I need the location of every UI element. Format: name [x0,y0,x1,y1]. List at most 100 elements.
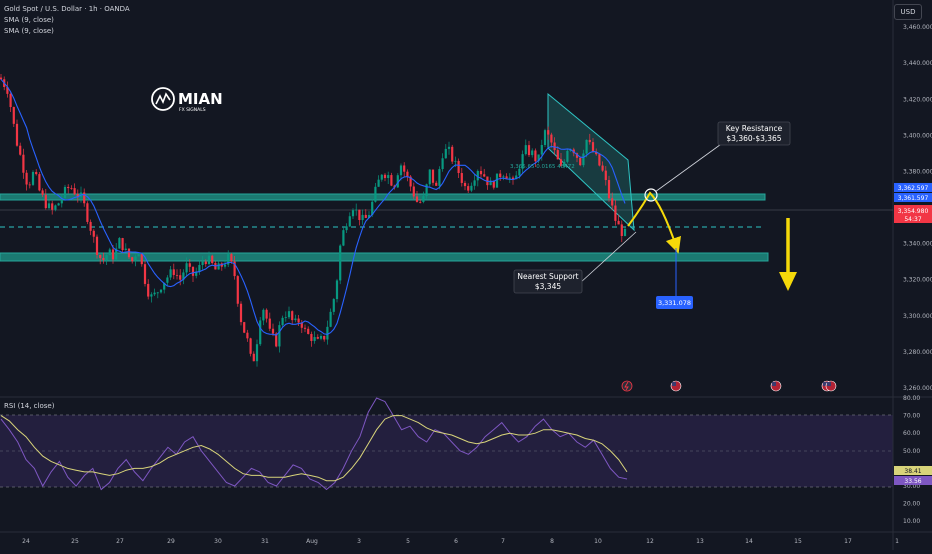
candle-body [467,186,470,191]
nearest-support-value: $3,345 [535,282,561,291]
candle-body [351,210,355,217]
nearest-support-callout[interactable] [513,269,583,294]
candle-body [271,328,275,334]
key-resistance-callout[interactable] [717,121,791,146]
candle-body [425,184,428,197]
candle-body [601,165,604,171]
rsi-tag-text: 33.56 [904,478,921,485]
time-tick-label-2: 27 [116,538,124,545]
price-tick-label-0: 3,460.000 [903,24,932,31]
time-tick-label-6: Aug [306,538,318,545]
candle-body [380,174,383,180]
chart-legend: Gold Spot / U.S. Dollar · 1h · OANDA SMA… [4,4,130,37]
symbol-title[interactable]: Gold Spot / U.S. Dollar · 1h · OANDA [4,5,130,13]
candle-body [83,192,86,204]
candle-body [521,154,524,169]
price-tick-label-6: 3,340.000 [903,241,932,248]
candle-body [6,86,9,94]
time-tick-label-3: 29 [167,538,175,545]
candle-body [51,203,54,210]
logo-tagline: FX SIGNALS [179,107,206,113]
projection-arrow[interactable] [627,191,681,254]
candle-body [361,214,364,221]
rsi-legend[interactable]: RSI (14, close) [4,402,55,410]
time-tick-label-1: 25 [71,538,79,545]
channel-label: 3,365.65 0.0165 48472 [510,164,575,170]
candle-body [611,198,614,206]
key-resistance-zone[interactable] [0,193,766,201]
logo-brand-text: MIAN [178,90,223,108]
time-tick-label-11: 8 [550,538,554,545]
candle-body [348,216,351,227]
candle-body [127,248,131,258]
candle-body [441,158,444,170]
time-tick-label-10: 7 [501,538,505,545]
candle-body [563,161,566,166]
currency-button[interactable]: USD [894,4,922,20]
candle-body [377,179,380,187]
candle-body [614,205,617,221]
time-tick-label-16: 15 [794,538,802,545]
price-tick-label-7: 3,320.000 [903,277,932,284]
candle-body [191,266,195,276]
candle-body [166,277,169,283]
sma-price-tag [894,183,932,192]
key-resistance-range: $3,360-$3,365 [726,134,781,143]
price-tick-label-8: 3,300.000 [903,313,932,320]
candle-body [25,172,28,185]
price-tick-label-10: 3,260.000 [903,385,932,392]
indicator-sma-1[interactable]: SMA (9, close) [4,16,54,24]
candle-body [447,146,451,149]
candle-body [249,338,252,354]
candle-body [444,148,447,159]
candle-body [179,275,182,280]
price-tick-label-1: 3,440.000 [903,60,932,67]
price-tick-label-3: 3,400.000 [903,132,932,139]
candle-body [111,249,115,260]
candle-body [63,186,67,199]
support-zone[interactable] [0,252,769,262]
target-price-label[interactable] [656,296,693,309]
candle-body [495,173,499,188]
candle-body [623,228,627,236]
candle-body [550,134,553,143]
candle-body [518,168,521,176]
event-markers[interactable] [621,380,837,392]
candle-body [345,226,348,231]
candle-body [534,150,537,162]
countdown-text: 54:37 [904,216,921,223]
candle-body [342,230,345,246]
candle-body [300,322,303,328]
time-axis[interactable]: 24 25 27 29 30 31 Aug 3 5 6 7 8 10 12 13 14 15 17 1 [22,538,899,545]
candle-body [255,344,259,362]
candle-body [547,130,550,135]
candle-body [428,169,431,185]
candle-body [12,107,15,124]
candle-body [505,176,508,179]
candle-body [499,173,502,178]
lightning-glyph-icon [624,381,629,391]
candle-body [169,269,172,278]
rsi-tick-label-7: 10.00 [903,518,920,525]
time-tick-label-12: 10 [594,538,602,545]
candle-body [0,77,3,80]
candle-body [460,173,463,183]
candle-body [355,209,358,211]
candle-body [422,196,425,202]
lightning-event-icon[interactable] [621,380,633,392]
candle-body [323,335,326,340]
candle-body [185,263,188,273]
time-tick-label-15: 14 [745,538,753,545]
time-tick-label-0: 24 [22,538,30,545]
candle-body [329,311,332,327]
indicator-sma-2[interactable]: SMA (9, close) [4,27,54,35]
price-tick-label-4: 3,380.000 [903,168,932,175]
rsi-ma-tag [894,466,932,475]
current-price-text: 3,354.980 [898,208,929,215]
candle-body [172,269,175,275]
time-tick-label-14: 13 [696,538,704,545]
candle-body [131,257,134,262]
